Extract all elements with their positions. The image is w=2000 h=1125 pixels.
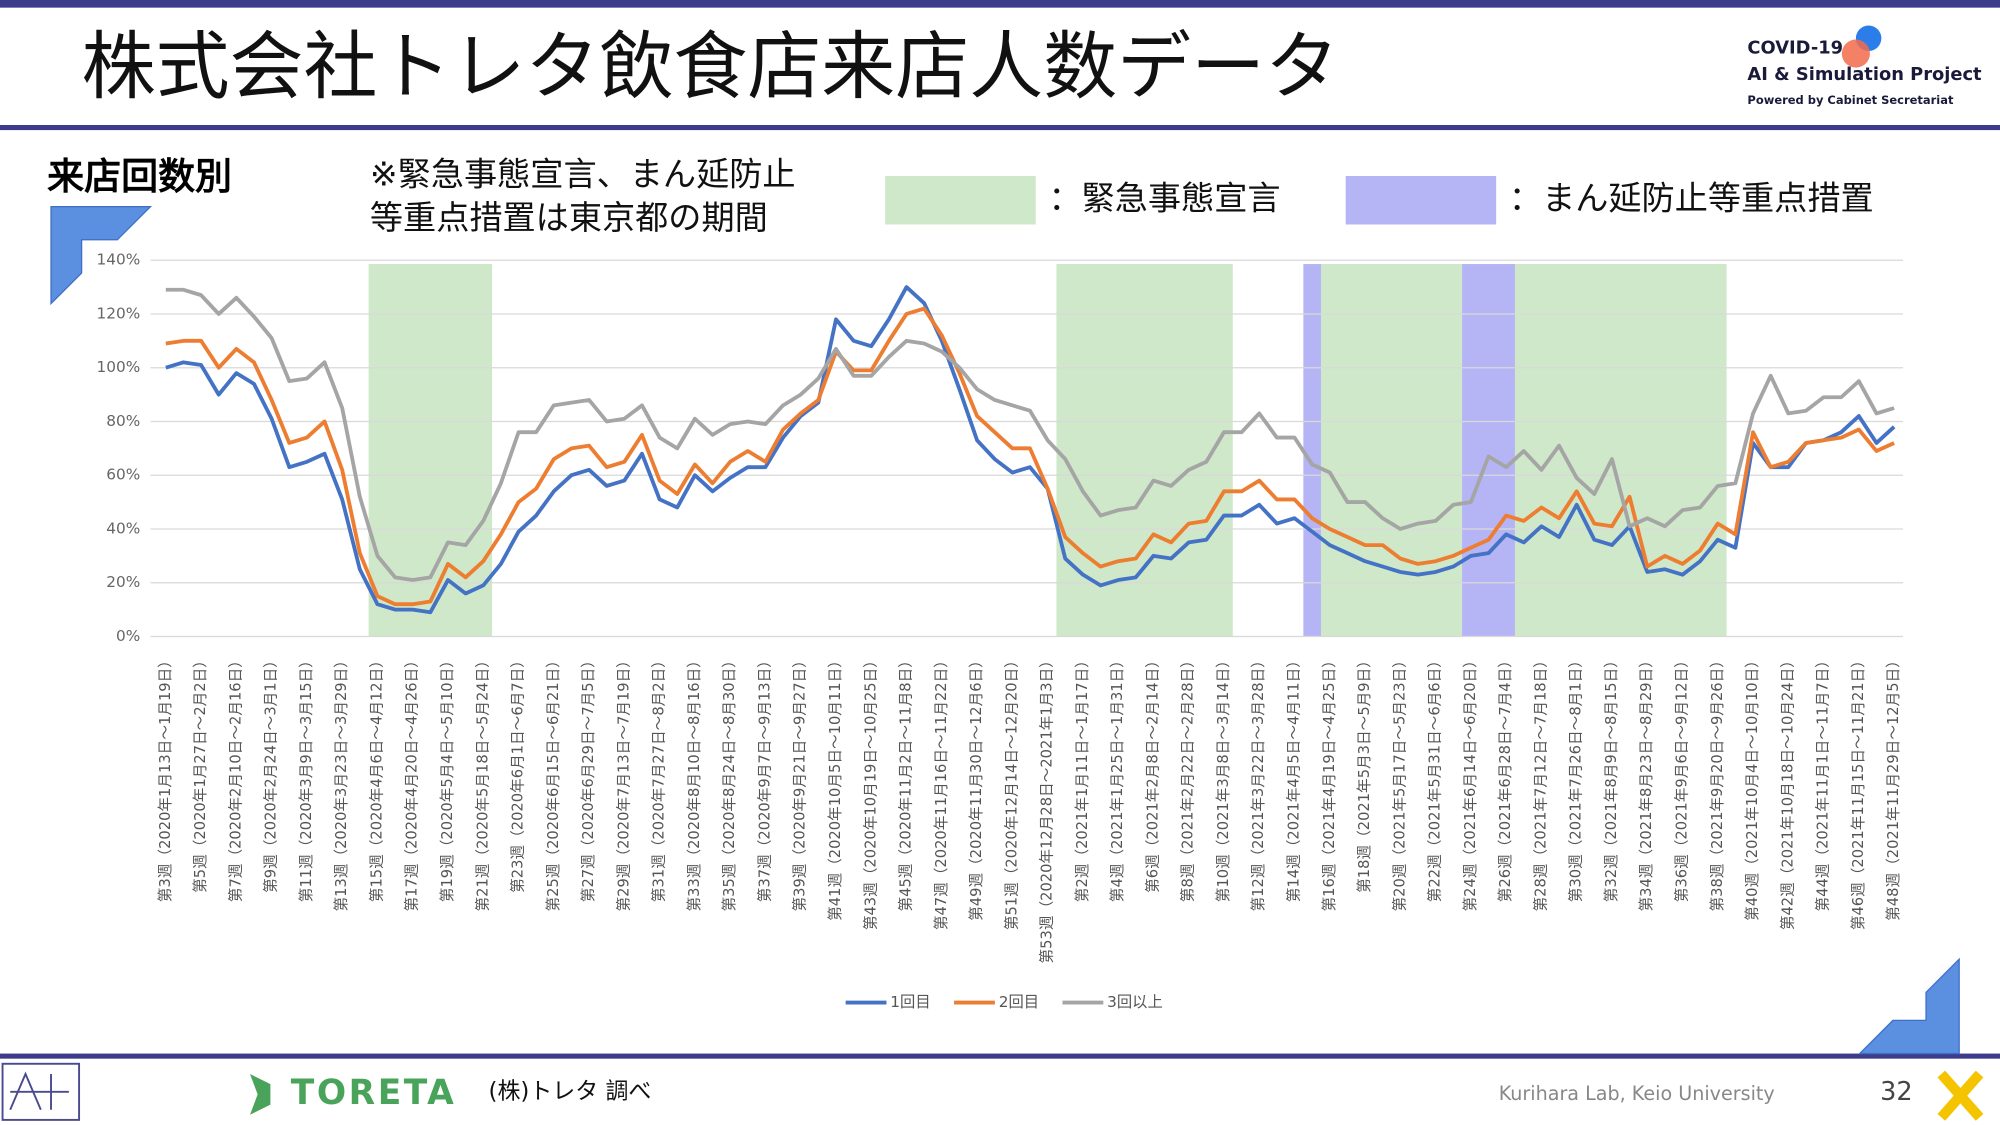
x-tick-label: 第27週（2020年6月29日～7月5日） — [579, 653, 597, 902]
note: 等重点措置は東京都の期間 — [370, 198, 768, 237]
x-tick-label: 第49週（2020年11月30日～12月6日） — [967, 653, 985, 921]
x-tick-label: 第36週（2021年9月6日～9月12日） — [1673, 653, 1691, 902]
footer-lab: Kurihara Lab, Keio University — [1499, 1082, 1775, 1105]
x-tick-label: 第19週（2020年5月4日～5月10日） — [438, 653, 456, 902]
toreta-icon — [250, 1073, 271, 1115]
page-number: 32 — [1880, 1077, 1912, 1107]
x-tick-label: 第31週（2020年7月27日～8月2日） — [650, 653, 668, 902]
x-tick-label: 第14週（2021年4月5日～4月11日） — [1285, 653, 1303, 902]
x-tick-label: 第20週（2021年5月17日～5月23日） — [1390, 653, 1408, 911]
series-line — [165, 285, 1896, 615]
x-tick-label: 第34週（2021年8月23日～8月29日） — [1637, 653, 1655, 911]
x-tick-label: 第11週（2020年3月9日～3月15日） — [297, 653, 315, 902]
period-band — [368, 264, 493, 637]
x-tick-label: 第5週（2020年1月27日～2月2日） — [191, 653, 209, 893]
x-tick-label: 第39週（2020年9月21日～9月27日） — [791, 653, 809, 911]
x-tick-label: 第38週（2021年9月20日～9月26日） — [1708, 653, 1726, 911]
y-tick-label: 40% — [106, 519, 140, 537]
legend-label: 2回目 — [999, 993, 1039, 1011]
x-tick-label: 第33週（2020年8月10日～8月16日） — [685, 653, 703, 911]
decoration — [1937, 1070, 1984, 1121]
x-tick-label: 第7週（2020年2月10日～2月16日） — [226, 653, 244, 902]
period-band — [1056, 264, 1233, 637]
x-tick-label: 第43週（2020年10月19日～10月25日） — [861, 653, 879, 930]
x-tick-label: 第22週（2021年5月31日～6月6日） — [1426, 653, 1444, 902]
legend-label: 1回目 — [890, 993, 930, 1011]
period-legend-label: ：緊急事態宣言 — [1048, 179, 1280, 218]
period-band — [1320, 264, 1463, 637]
x-tick-label: 第4週（2021年1月25日～1月31日） — [1108, 653, 1126, 902]
note: ※緊急事態宣言、まん延防止 — [370, 155, 796, 194]
x-tick-label: 第28週（2021年7月12日～7月18日） — [1531, 653, 1549, 911]
legend-label: 3回以上 — [1107, 993, 1163, 1011]
logo-text: Powered by Cabinet Secretariat — [1747, 93, 1954, 107]
x-tick-label: 第23週（2020年6月1日～6月7日） — [509, 653, 527, 893]
x-tick-label: 第8週（2021年2月22日～2月28日） — [1179, 653, 1197, 902]
footer-rule — [0, 1053, 2000, 1059]
y-tick-label: 120% — [97, 304, 141, 322]
top-bar — [0, 0, 2000, 8]
x-tick-label: 第12週（2021年3月22日～3月28日） — [1249, 653, 1267, 911]
x-tick-label: 第29週（2020年7月13日～7月19日） — [614, 653, 632, 911]
logo-dot — [1841, 39, 1870, 68]
x-tick-label: 第25週（2020年6月15日～6月21日） — [544, 653, 562, 911]
period-legend-swatch — [1345, 176, 1497, 225]
header-rule — [0, 125, 2000, 131]
x-tick-label: 第16週（2021年4月19日～4月25日） — [1320, 653, 1338, 911]
logo-text: AI & Simulation Project — [1747, 64, 1982, 85]
x-tick-label: 第47週（2020年11月16日～11月22日） — [932, 653, 950, 930]
x-tick-label: 第48週（2021年11月29日～12月5日） — [1884, 653, 1902, 921]
decoration — [1858, 957, 1960, 1055]
x-tick-label: 第17週（2020年4月20日～4月26日） — [403, 653, 421, 911]
x-tick-label: 第46週（2021年11月15日～11月21日） — [1849, 653, 1867, 930]
y-tick-label: 20% — [106, 573, 140, 591]
y-tick-label: 140% — [97, 251, 141, 269]
ai-logo — [1, 1062, 81, 1121]
period-legend-swatch — [885, 176, 1036, 225]
x-tick-label: 第40週（2021年10月4日～10月10日） — [1743, 653, 1761, 921]
x-tick-label: 第13週（2020年3月23日～3月29日） — [332, 653, 350, 911]
x-tick-label: 第9週（2020年2月24日～3月1日） — [262, 653, 280, 893]
x-tick-label: 第21週（2020年5月18日～5月24日） — [473, 653, 491, 911]
y-tick-label: 0% — [116, 627, 140, 645]
x-tick-label: 第44週（2021年11月1日～11月7日） — [1814, 653, 1832, 911]
series-line — [165, 287, 1895, 582]
x-tick-label: 第18週（2021年5月3日～5月9日） — [1355, 653, 1373, 893]
logo-text: COVID-19 — [1747, 37, 1843, 58]
x-tick-label: 第6週（2021年2月8日～2月14日） — [1143, 653, 1161, 893]
x-tick-label: 第45週（2020年11月2日～11月8日） — [897, 653, 915, 911]
x-tick-label: 第35週（2020年8月24日～8月30日） — [720, 653, 738, 911]
period-band — [1303, 264, 1321, 637]
x-tick-label: 第26週（2021年6月28日～7月4日） — [1496, 653, 1514, 902]
footer-source: (株)トレタ 調べ — [489, 1078, 652, 1104]
decoration — [50, 205, 153, 306]
x-tick-label: 第51週（2020年12月14日～12月20日） — [1002, 653, 1020, 930]
ai-logo — [9, 1071, 69, 1111]
x-tick-label: 第37週（2020年9月7日～9月13日） — [755, 653, 773, 902]
y-tick-label: 100% — [97, 358, 141, 376]
x-tick-label: 第53週（2020年12月28日～2021年1月3日） — [1038, 653, 1056, 963]
footer-logo: TORETA — [291, 1073, 457, 1113]
x-tick-label: 第3週（2020年1月13日～1月19日） — [156, 653, 174, 902]
y-tick-label: 60% — [106, 466, 140, 484]
period-legend-label: ：まん延防止等重点措置 — [1509, 179, 1874, 218]
x-tick-label: 第10週（2021年3月8日～3月14日） — [1214, 653, 1232, 902]
x-tick-label: 第30週（2021年7月26日～8月1日） — [1567, 653, 1585, 902]
x-tick-label: 第15週（2020年4月6日～4月12日） — [367, 653, 385, 902]
x-tick-label: 第42週（2021年10月18日～10月24日） — [1778, 653, 1796, 930]
x-tick-label: 第41週（2020年10月5日～10月11日） — [826, 653, 844, 921]
x-tick-label: 第2週（2021年1月11日～1月17日） — [1073, 653, 1091, 902]
slide-title: 株式会社トレタ飲食店来店人数データ — [82, 24, 1339, 110]
x-tick-label: 第32週（2021年8月9日～8月15日） — [1602, 653, 1620, 902]
x-tick-label: 第24週（2021年6月14日～6月20日） — [1461, 653, 1479, 911]
period-band — [1462, 264, 1515, 637]
period-band — [1514, 264, 1727, 637]
chart-title: 来店回数別 — [47, 155, 232, 198]
series-line — [165, 306, 1895, 607]
y-tick-label: 80% — [106, 412, 140, 430]
